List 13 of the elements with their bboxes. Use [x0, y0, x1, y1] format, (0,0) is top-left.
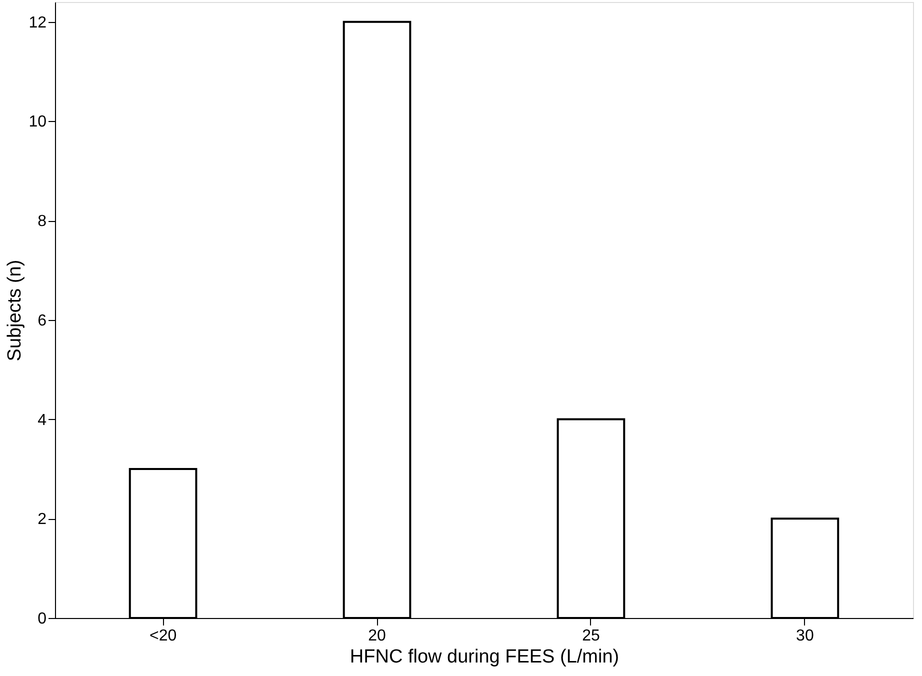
- x-axis-title: HFNC flow during FEES (L/min): [350, 646, 620, 668]
- y-tick-label: 12: [28, 14, 47, 32]
- y-tick-label: 6: [38, 312, 47, 330]
- y-tick-label: 8: [38, 213, 47, 230]
- y-tick-label: 4: [38, 412, 47, 429]
- y-axis-title: Subjects (n): [4, 260, 26, 362]
- y-tick-label: 2: [38, 511, 47, 528]
- x-tick-label: 25: [582, 628, 600, 644]
- x-tick-label: 30: [796, 628, 814, 644]
- x-tick-label: 20: [368, 628, 386, 644]
- y-tick-label: 10: [28, 114, 47, 131]
- y-tick-label: 0: [38, 610, 47, 628]
- x-tick-label: <20: [149, 628, 177, 644]
